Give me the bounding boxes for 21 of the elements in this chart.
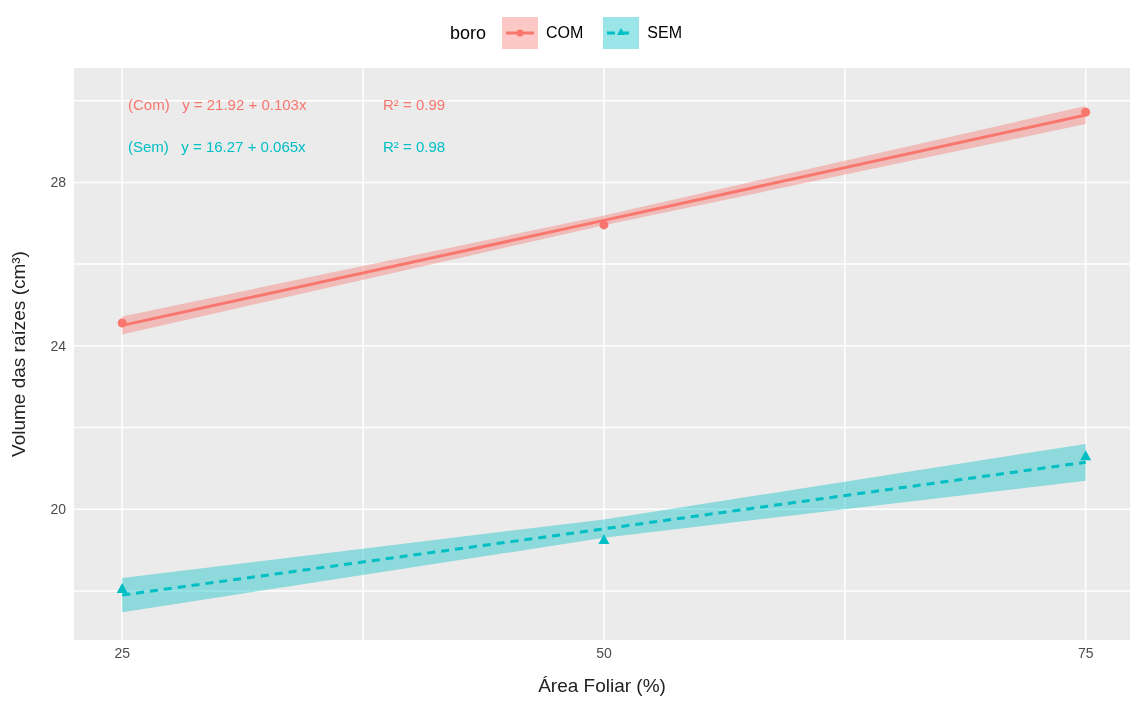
point (116, 583, 128, 594)
legend-label: SEM (647, 24, 683, 42)
annotation: (Sem) y = 16.27 + 0.065x (128, 138, 306, 155)
point (598, 534, 610, 545)
point (599, 220, 609, 230)
x-axis-title: Área Foliar (%) (538, 675, 666, 696)
annotation: R² = 0.98 (383, 138, 446, 155)
y-tick-label: 28 (50, 174, 67, 191)
legend-label: COM (546, 24, 584, 42)
legend-title: boro (449, 22, 487, 44)
x-tick-label: 25 (114, 644, 131, 661)
y-tick-label: 24 (50, 337, 67, 354)
point (1080, 450, 1092, 461)
y-axis-title: Volume das raízes (cm³) (7, 251, 29, 457)
point (1081, 107, 1091, 117)
point (117, 318, 127, 328)
y-tick-label: 20 (50, 501, 67, 518)
x-tick-label: 75 (1077, 644, 1094, 661)
x-tick-label: 50 (596, 644, 612, 661)
annotation: (Com) y = 21.92 + 0.103x (128, 96, 307, 113)
annotation: R² = 0.99 (383, 96, 446, 113)
